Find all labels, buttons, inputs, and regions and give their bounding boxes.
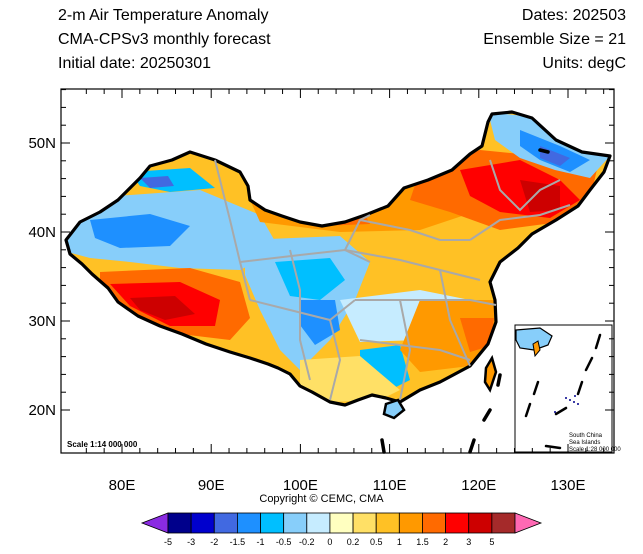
initial-date: Initial date: 20250301 [58, 55, 212, 72]
colorbar-box [398, 512, 423, 534]
longitude-axis: 80E 90E 100E 110E 120E 130E [85, 89, 605, 494]
colorbar-box [422, 512, 447, 534]
lon-tick-label: 80E [109, 477, 136, 494]
colorbar-box [468, 512, 493, 534]
colorbar-box [167, 512, 192, 534]
ensemble-size: Ensemble Size = 21 [483, 31, 626, 48]
lon-tick-label: 90E [198, 477, 225, 494]
lon-tick-label: 130E [550, 477, 585, 494]
colorbar-label: 5 [489, 537, 494, 547]
lon-tick-label: 100E [283, 477, 318, 494]
boundary-dashes-main [380, 148, 550, 454]
colorbar-label: -5 [164, 537, 172, 547]
hainan-island [382, 398, 406, 420]
chart-title: 2-m Air Temperature Anomaly [58, 7, 269, 24]
colorbar-box [260, 512, 285, 534]
forecast-dates: Dates: 202503 [521, 7, 626, 24]
colorbar-label: 1.5 [416, 537, 429, 547]
colorbar-label: -2 [210, 537, 218, 547]
colorbar-box [306, 512, 331, 534]
colorbar-label: -1.5 [230, 537, 246, 547]
colorbar-box [283, 512, 308, 534]
lat-tick-label: 50N [28, 135, 56, 152]
model-subtitle: CMA-CPSv3 monthly forecast [58, 31, 271, 48]
colorbar-box [213, 512, 238, 534]
colorbar-high-triangle [514, 512, 543, 534]
province-boundaries [214, 159, 571, 401]
lon-tick-label: 120E [461, 477, 496, 494]
colorbar-low-triangle [140, 512, 169, 534]
lat-tick-label: 40N [28, 224, 56, 241]
colorbar-label: -0.5 [276, 537, 292, 547]
copyright-notice: Copyright © CEMC, CMA [259, 493, 384, 505]
colorbar-label: 0.5 [370, 537, 383, 547]
colorbar-box [329, 512, 354, 534]
colorbar-box [375, 512, 400, 534]
main-map-scale: Scale 1:14 000 000 [67, 440, 138, 449]
colorbar-label: -0.2 [299, 537, 315, 547]
inset-scale: Scale 1:28 000 000 [569, 447, 621, 453]
colorbar-box [190, 512, 215, 534]
colorbar-label: -1 [257, 537, 265, 547]
colorbar-box [491, 512, 516, 534]
colorbar-label: 3 [466, 537, 471, 547]
colorbar: -5 -3 -2 -1.5 -1 -0.5 -0.2 0 0.2 0.5 1 1.5 2 3 5 [140, 512, 543, 547]
colorbar-label: 0.2 [347, 537, 360, 547]
colorbar-label: 0 [327, 537, 332, 547]
colorbar-box [445, 512, 470, 534]
colorbar-label: -3 [187, 537, 195, 547]
colorbar-box [236, 512, 261, 534]
inset-title-line1: South China [569, 433, 603, 439]
units-label: Units: degC [542, 55, 626, 72]
lat-tick-label: 30N [28, 313, 56, 330]
national-border [64, 110, 612, 407]
colorbar-label: 2 [443, 537, 448, 547]
taiwan-island [483, 354, 498, 393]
latitude-axis: 50N 40N 30N 20N [28, 89, 614, 419]
colorbar-label: 1 [397, 537, 402, 547]
south-china-sea-inset [514, 324, 613, 453]
lon-tick-label: 110E [373, 477, 407, 494]
inset-title-line2: Sea Islands [569, 440, 600, 446]
colorbar-box [352, 512, 377, 534]
lat-tick-label: 20N [28, 402, 56, 419]
